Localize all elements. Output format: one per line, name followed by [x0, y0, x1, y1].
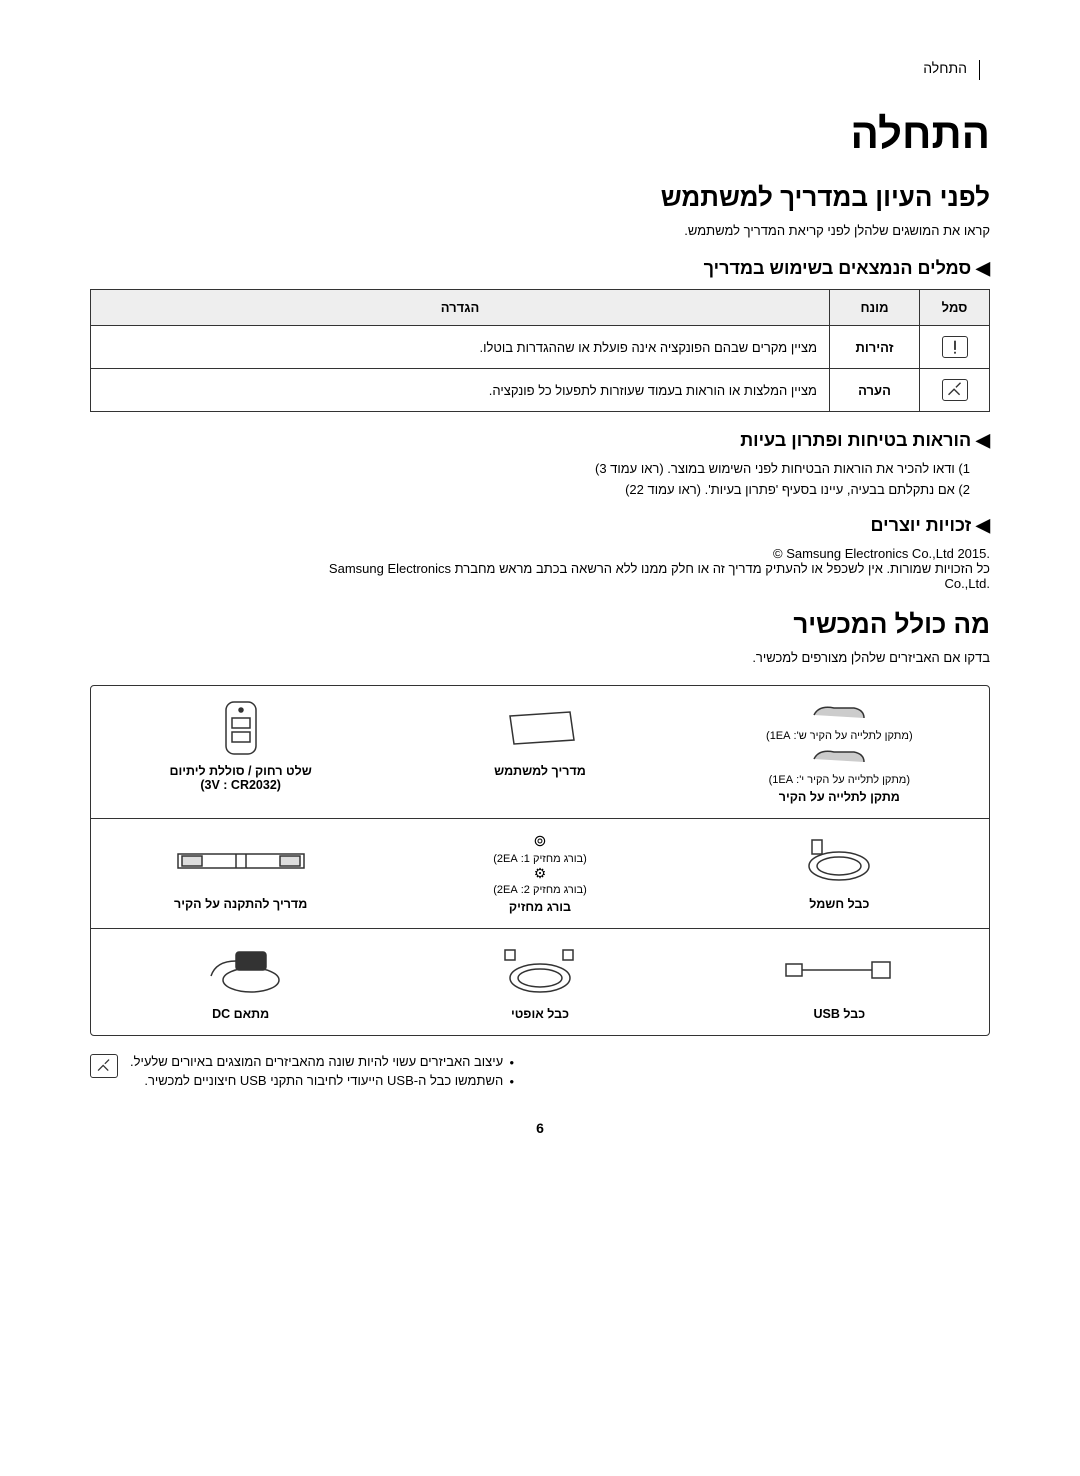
remote-icon: [216, 700, 266, 756]
note-item-2: השתמשו כבל ה-USB הייעודי לחיבור התקני US…: [130, 1073, 514, 1088]
note-block: עיצוב האביזרים עשוי להיות שונה מהאביזרים…: [90, 1054, 990, 1092]
term-caution: זהירות: [830, 326, 920, 369]
def-note: מציין המלצות או הוראות בעמוד שעוזרות לתפ…: [91, 369, 830, 412]
caution-icon: [942, 336, 968, 358]
acc-dc-adapter: מתאם DC: [91, 928, 390, 1035]
usb-cable-icon: [784, 958, 894, 984]
note-icon: [942, 379, 968, 401]
copyright-2: כל הזכויות שמורות. אין לשכפל או להעתיק מ…: [90, 561, 990, 576]
table-row: זהירות מציין מקרים שבהם הפונקציה אינה פו…: [91, 326, 990, 369]
subtitle-contents: בדקו אם האביזרים שלהלן מצורפים למכשיר.: [90, 650, 990, 665]
note-icon: [90, 1054, 118, 1078]
page-number: 6: [90, 1120, 990, 1136]
th-symbol: סמל: [920, 290, 990, 326]
acc-wallmount-bracket: (מתקן לתלייה על הקיר ש': 1EA) (מתקן לתלי…: [690, 686, 989, 818]
bracket-icon: [809, 744, 869, 766]
symbols-table: סמל מונח הגדרה זהירות מציין מקרים שבהם ה…: [90, 289, 990, 412]
term-note: הערה: [830, 369, 920, 412]
heading-before-reading: לפני העיון במדריך למשתמש: [90, 182, 990, 213]
screw-icon: ⊚: [398, 831, 681, 851]
th-definition: הגדרה: [91, 290, 830, 326]
acc-remote: שלט רחוק / סוללת ליתיום (3V : CR2032): [91, 686, 390, 818]
optical-cable-icon: [495, 946, 585, 996]
safety-item-1: 1) ודאו להכיר את הוראות הבטיחות לפני השי…: [90, 461, 990, 476]
dc-adapter-icon: [196, 946, 286, 996]
manual-icon: [500, 708, 580, 748]
subtitle-before: קראו את המושגים שלהלן לפני קריאת המדריך …: [90, 223, 990, 238]
mount-guide-icon: [176, 846, 306, 876]
heading-symbols: סמלים הנמצאים בשימוש במדריך: [90, 258, 990, 279]
acc-manual: מדריך למשתמש: [390, 686, 689, 818]
safety-item-2: 2) אם נתקלתם בבעיה, עיינו בסעיף 'פתרון ב…: [90, 482, 990, 497]
note-item-1: עיצוב האביזרים עשוי להיות שונה מהאביזרים…: [130, 1054, 514, 1069]
acc-power-cable: כבל חשמל: [690, 818, 989, 928]
copyright-3: .Co.,Ltd: [90, 576, 990, 591]
accessories-box: שלט רחוק / סוללת ליתיום (3V : CR2032) מד…: [90, 685, 990, 1036]
th-term: מונח: [830, 290, 920, 326]
section-marker: התחלה: [90, 60, 980, 80]
copyright-1: .Samsung Electronics Co.,Ltd 2015 ©: [90, 546, 990, 561]
acc-screw: ⊚ (בורג מחזיק 1: 2EA) ⚙ (בורג מחזיק 2: 2…: [390, 818, 689, 928]
table-row: הערה מציין המלצות או הוראות בעמוד שעוזרו…: [91, 369, 990, 412]
heading-contents: מה כולל המכשיר: [90, 609, 990, 640]
screw-icon: ⚙: [398, 865, 681, 882]
heading-copyright: זכויות יוצרים: [90, 515, 990, 536]
def-caution: מציין מקרים שבהם הפונקציה אינה פועלת או …: [91, 326, 830, 369]
acc-optical-cable: כבל אופטי: [390, 928, 689, 1035]
power-cable-icon: [794, 836, 884, 886]
heading-safety: הוראות בטיחות ופתרון בעיות: [90, 430, 990, 451]
bracket-icon: [809, 700, 869, 722]
acc-wallmount-guide: מדריך להתקנה על הקיר: [91, 818, 390, 928]
acc-usb-cable: כבל USB: [690, 928, 989, 1035]
page-title: התחלה: [90, 110, 990, 158]
